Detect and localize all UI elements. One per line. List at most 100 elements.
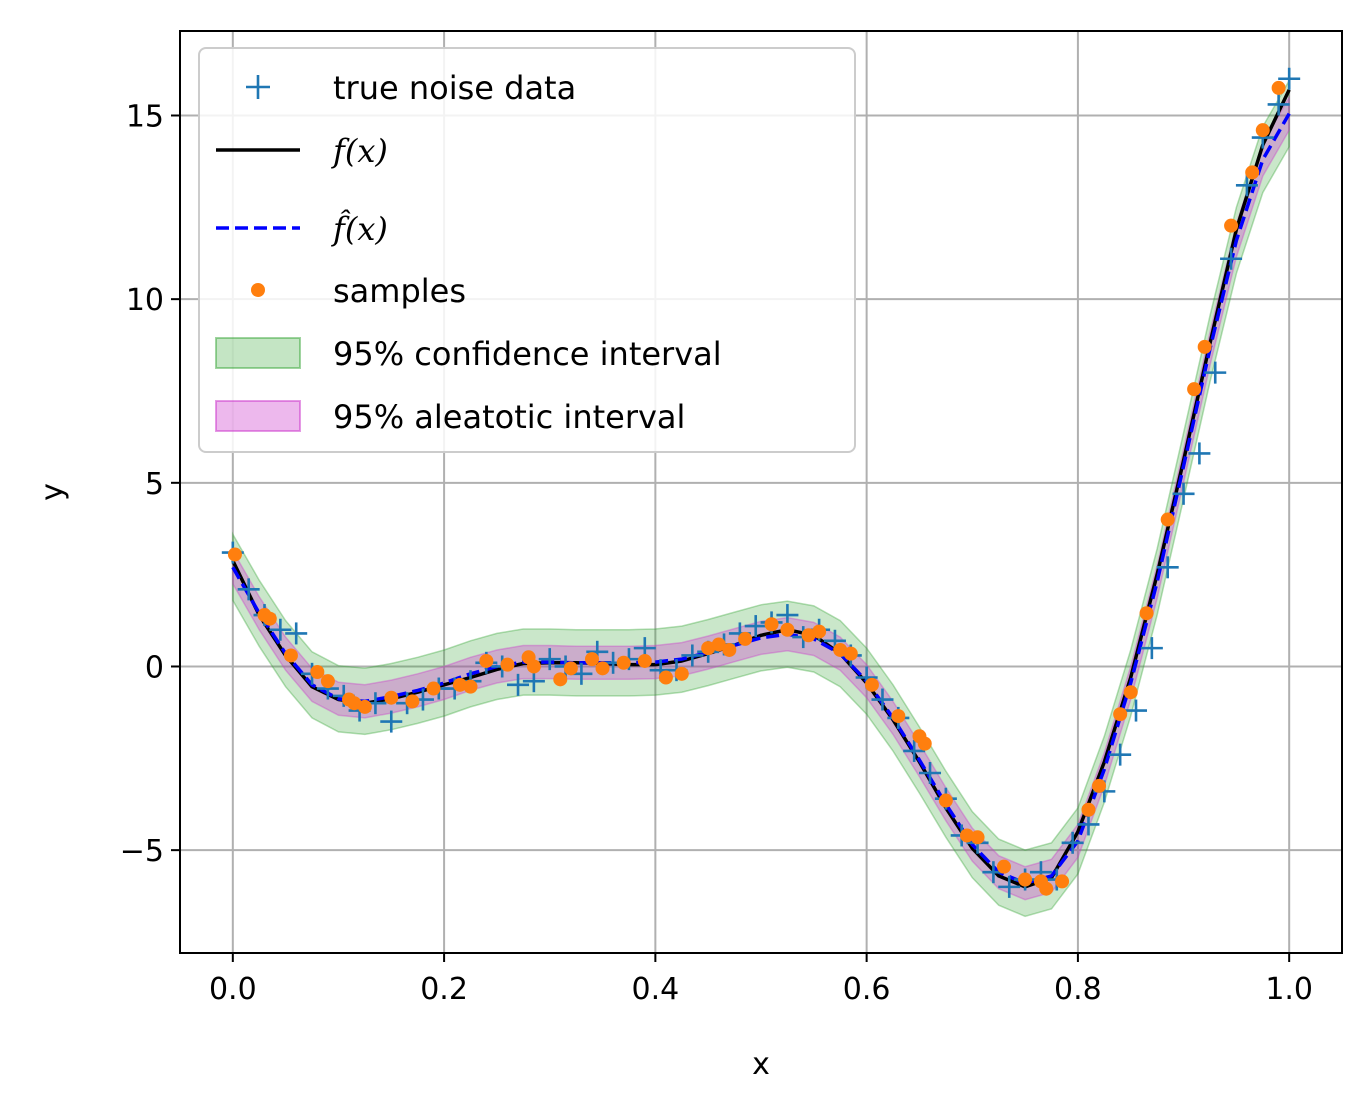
legend-magenta-patch bbox=[215, 400, 301, 432]
noise-plus-marker bbox=[744, 615, 767, 638]
sample-point bbox=[722, 642, 737, 657]
axis-ticks: 0.0 0.2 0.4 0.6 0.8 1.0 −5 0 5 10 15 bbox=[120, 99, 1313, 1007]
sample-point bbox=[405, 694, 420, 709]
sample-point bbox=[452, 677, 467, 692]
sample-point bbox=[1197, 339, 1212, 354]
sample-point bbox=[1018, 872, 1033, 887]
sample-point bbox=[1139, 606, 1154, 621]
sample-point bbox=[526, 659, 541, 674]
sample-point bbox=[1092, 778, 1107, 793]
noise-plus-marker bbox=[269, 618, 292, 641]
noise-plus-marker bbox=[538, 648, 561, 671]
sample-point bbox=[384, 690, 399, 705]
noise-plus-marker bbox=[1140, 637, 1163, 660]
x-tick-label: 0.4 bbox=[632, 972, 680, 1007]
sample-point bbox=[674, 666, 689, 681]
sample-point bbox=[283, 648, 298, 663]
sample-point bbox=[1160, 512, 1175, 527]
sample-point bbox=[595, 661, 610, 676]
sample-point bbox=[864, 677, 879, 692]
legend-label-true-noise-data: true noise data bbox=[333, 69, 576, 107]
sample-point bbox=[1271, 80, 1286, 95]
sample-point bbox=[500, 657, 515, 672]
noise-plus-marker bbox=[998, 875, 1021, 898]
x-axis-label: x bbox=[752, 1047, 770, 1082]
sample-point bbox=[1255, 123, 1270, 138]
legend-item-samples: samples bbox=[251, 272, 466, 310]
x-tick-label: 0.2 bbox=[420, 972, 468, 1007]
sample-point bbox=[227, 547, 242, 562]
series-lines bbox=[231, 89, 1291, 889]
noise-plus-marker bbox=[1061, 831, 1084, 854]
f-hat-x-line bbox=[231, 112, 1291, 886]
x-tick-label: 0.8 bbox=[1054, 972, 1102, 1007]
noise-plus-marker bbox=[776, 604, 799, 627]
sample-point bbox=[891, 709, 906, 724]
y-tick-label: 5 bbox=[145, 467, 164, 502]
plot-frame bbox=[179, 30, 1343, 954]
noise-plus-marker bbox=[1125, 699, 1148, 722]
sample-point bbox=[479, 653, 494, 668]
sample-point bbox=[320, 674, 335, 689]
noise-plus-marker bbox=[1267, 93, 1290, 116]
noise-plus-marker bbox=[681, 644, 704, 667]
sample-point bbox=[917, 736, 932, 751]
sample-point bbox=[938, 793, 953, 808]
noise-plus-marker bbox=[380, 710, 403, 733]
x-tick-label: 0.6 bbox=[843, 972, 891, 1007]
interval-bands bbox=[232, 77, 1290, 918]
sample-point bbox=[711, 637, 726, 652]
noise-plus-marker bbox=[1156, 556, 1179, 579]
legend-label-confidence-interval: 95% confidence interval bbox=[333, 335, 722, 373]
noise-plus-marker bbox=[1235, 174, 1258, 197]
y-tick-label: 0 bbox=[145, 650, 164, 685]
legend: true noise data f(x) f̂(x) samples 95% c… bbox=[198, 47, 856, 453]
sample-point bbox=[1113, 707, 1128, 722]
noise-plus-marker bbox=[871, 688, 894, 711]
sample-point bbox=[637, 653, 652, 668]
legend-dot-marker bbox=[251, 283, 265, 297]
sample-point bbox=[996, 859, 1011, 874]
sample-point bbox=[1039, 881, 1054, 896]
sample-point bbox=[357, 699, 372, 714]
sample-point bbox=[970, 830, 985, 845]
sample-point bbox=[1123, 685, 1138, 700]
sample-point bbox=[1187, 382, 1202, 397]
sample-point bbox=[310, 664, 325, 679]
sample-point bbox=[1245, 165, 1260, 180]
noise-plus-marker bbox=[919, 762, 942, 785]
legend-label-aleatotic-interval: 95% aleatotic interval bbox=[333, 398, 685, 436]
sample-point bbox=[801, 628, 816, 643]
noise-plus-marker bbox=[237, 578, 260, 601]
sample-point bbox=[426, 681, 441, 696]
sample-point bbox=[658, 670, 673, 685]
noise-plus-marker bbox=[507, 673, 530, 696]
sample-point bbox=[463, 679, 478, 694]
y-tick-label: 15 bbox=[126, 99, 164, 134]
noise-plus-marker bbox=[1109, 743, 1132, 766]
noise-plus-marker bbox=[1188, 442, 1211, 465]
confidence-band bbox=[232, 77, 1290, 918]
noise-plus-marker bbox=[285, 622, 308, 645]
aleatotic-band bbox=[232, 94, 1290, 901]
sample-point bbox=[347, 696, 362, 711]
sample-point bbox=[262, 611, 277, 626]
noise-plus-marker bbox=[1220, 247, 1243, 270]
legend-item-f-hat-x: f̂(x) bbox=[216, 209, 388, 248]
noise-plus-marker bbox=[903, 739, 926, 762]
sample-point bbox=[812, 624, 827, 639]
x-tick-label: 1.0 bbox=[1265, 972, 1313, 1007]
sample-point bbox=[616, 655, 631, 670]
legend-label-samples: samples bbox=[333, 272, 466, 310]
y-tick-label: −5 bbox=[120, 834, 164, 869]
legend-item-true-noise-data: true noise data bbox=[246, 69, 576, 107]
noise-plus-marker bbox=[1077, 813, 1100, 836]
sample-point bbox=[780, 622, 795, 637]
noise-plus-marker bbox=[1278, 67, 1301, 90]
legend-box bbox=[198, 47, 856, 453]
legend-label-f-hat-x: f̂(x) bbox=[331, 209, 388, 248]
sample-point bbox=[1224, 218, 1239, 233]
sample-point bbox=[738, 631, 753, 646]
f-x-line bbox=[231, 89, 1291, 889]
